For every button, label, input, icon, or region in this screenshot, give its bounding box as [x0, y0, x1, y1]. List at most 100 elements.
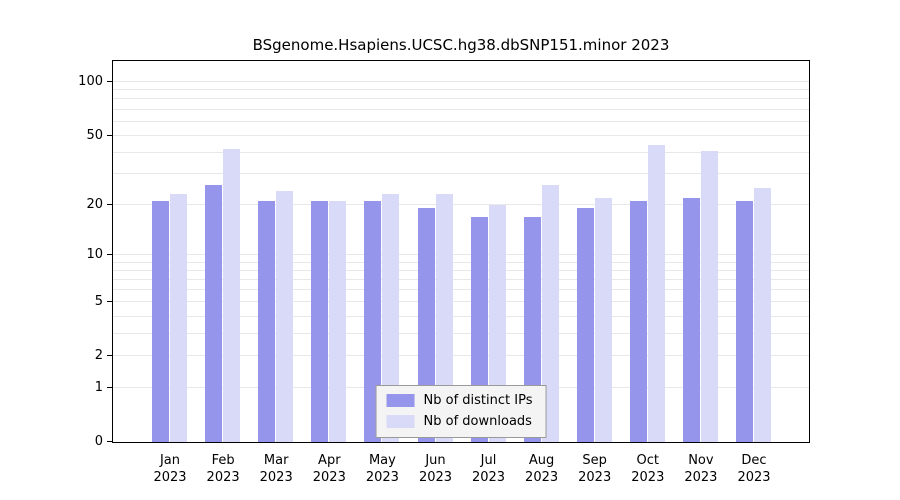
- x-tick-month: Nov: [688, 453, 714, 468]
- gridline: [113, 120, 809, 122]
- x-tick-year: 2023: [684, 470, 718, 485]
- gridline: [113, 173, 809, 175]
- x-tick-year: 2023: [631, 470, 665, 485]
- x-tick-label-jan: Jan 2023: [140, 452, 200, 486]
- gridline: [113, 81, 809, 83]
- gridline: [113, 254, 809, 256]
- x-tick-month: Feb: [211, 453, 235, 468]
- x-tick-label-apr: Apr 2023: [299, 452, 359, 486]
- y-tick-label: 100: [78, 74, 103, 90]
- x-tick-year: 2023: [471, 470, 506, 485]
- x-tick-label-may: May 2023: [352, 452, 412, 486]
- bar-downloads-jul: [488, 204, 506, 442]
- x-tick-label-oct: Oct 2023: [618, 452, 678, 486]
- y-tick-label: 5: [94, 294, 103, 310]
- y-tick-label: 0: [94, 434, 103, 449]
- gridline: [113, 315, 809, 317]
- gridline: [113, 151, 809, 153]
- y-tick-label: 2: [94, 348, 103, 364]
- bar-distinct-ips-jan: [152, 201, 169, 442]
- gridline: [113, 289, 809, 291]
- y-tick-mark: [107, 441, 112, 442]
- y-tick-mark: [107, 355, 112, 357]
- bar-distinct-ips-mar: [258, 201, 276, 442]
- y-tick-mark: [107, 387, 112, 388]
- x-tick-month: Oct: [636, 453, 660, 468]
- y-tick-mark: [107, 254, 112, 256]
- legend-item-distinct-ips: Nb of distinct IPs: [386, 393, 533, 408]
- x-tick-month: Sep: [582, 453, 607, 468]
- gridline: [113, 355, 809, 357]
- bar-distinct-ips-jun: [417, 208, 435, 442]
- x-tick-year: 2023: [259, 470, 293, 485]
- legend-label-downloads: Nb of downloads: [423, 414, 532, 429]
- legend-swatch-distinct-ips: [386, 394, 415, 407]
- x-tick-year: 2023: [312, 470, 346, 485]
- x-tick-month: Jan: [159, 453, 181, 468]
- gridline: [113, 301, 809, 303]
- bar-downloads-mar: [276, 191, 294, 442]
- gridline: [113, 332, 809, 334]
- chart-title: BSgenome.Hsapiens.UCSC.hg38.dbSNP151.min…: [252, 36, 670, 54]
- gridline: [113, 89, 809, 91]
- x-tick-month: Dec: [741, 453, 767, 468]
- x-tick-year: 2023: [418, 470, 453, 485]
- x-tick-year: 2023: [525, 470, 559, 485]
- plot-area: Nb of distinct IPs Nb of downloads 100 50…: [78, 60, 810, 485]
- x-tick-month: Apr: [318, 453, 341, 468]
- gridline: [113, 278, 809, 280]
- bar-distinct-ips-apr: [311, 201, 329, 442]
- bar-distinct-ips-feb: [205, 185, 223, 442]
- bar-distinct-ips-nov: [682, 197, 700, 442]
- x-tick-label-dec: Dec 2023: [724, 452, 784, 486]
- bar-distinct-ips-dec: [736, 201, 753, 442]
- legend-label-distinct-ips: Nb of distinct IPs: [423, 393, 533, 408]
- y-tick-mark: [107, 81, 112, 83]
- y-tick-label: 1: [94, 380, 103, 395]
- x-tick-month: Aug: [528, 453, 555, 468]
- y-tick-label: 50: [86, 127, 103, 143]
- bar-downloads-dec: [754, 188, 771, 442]
- x-tick-label-jun: Jun 2023: [406, 452, 466, 486]
- y-tick-mark: [107, 301, 112, 303]
- x-tick-month: Jul: [480, 453, 497, 468]
- gridline: [113, 98, 809, 100]
- x-tick-month: Mar: [263, 453, 289, 468]
- x-tick-year: 2023: [737, 470, 771, 485]
- y-tick-label: 10: [86, 247, 103, 263]
- gridline: [113, 261, 809, 263]
- gridline: [113, 269, 809, 271]
- bar-distinct-ips-may: [364, 201, 382, 442]
- bar-downloads-aug: [541, 185, 559, 442]
- bar-distinct-ips-oct: [629, 201, 647, 442]
- bar-downloads-sep: [594, 197, 612, 442]
- x-tick-label-sep: Sep 2023: [565, 452, 625, 486]
- bar-downloads-nov: [700, 150, 718, 442]
- x-tick-year: 2023: [365, 470, 399, 485]
- gridline: [113, 203, 809, 205]
- bar-downloads-feb: [223, 148, 241, 442]
- x-tick-label-aug: Aug 2023: [512, 452, 572, 486]
- x-tick-year: 2023: [153, 470, 187, 485]
- bar-distinct-ips-sep: [576, 208, 594, 442]
- x-tick-year: 2023: [578, 470, 612, 485]
- legend: Nb of distinct IPs Nb of downloads: [375, 385, 547, 438]
- bar-downloads-jan: [170, 194, 187, 442]
- x-tick-year: 2023: [206, 470, 240, 485]
- x-tick-month: Jun: [425, 453, 446, 468]
- bar-downloads-oct: [647, 145, 665, 442]
- bar-downloads-may: [382, 194, 400, 442]
- gridline: [113, 134, 809, 136]
- legend-swatch-downloads: [386, 415, 415, 428]
- y-tick-mark: [107, 203, 112, 205]
- x-tick-label-nov: Nov 2023: [671, 452, 731, 486]
- y-tick-mark: [107, 134, 112, 136]
- legend-item-downloads: Nb of downloads: [386, 414, 533, 429]
- x-tick-label-feb: Feb 2023: [193, 452, 253, 486]
- x-tick-label-mar: Mar 2023: [246, 452, 306, 486]
- y-tick-label: 20: [86, 196, 103, 212]
- bar-downloads-apr: [329, 201, 347, 442]
- x-tick-label-jul: Jul 2023: [459, 452, 519, 486]
- bar-downloads-jun: [435, 194, 453, 442]
